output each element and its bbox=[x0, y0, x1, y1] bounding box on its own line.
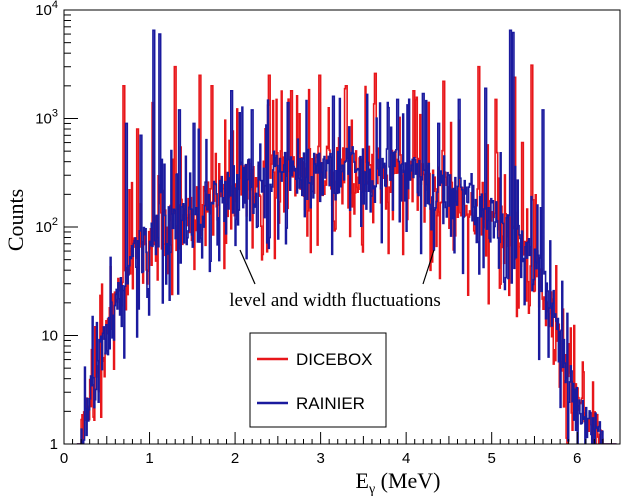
annotation-text: level and width fluctuations bbox=[229, 290, 441, 311]
x-tick-label: 5 bbox=[488, 450, 496, 467]
series-dicebox bbox=[76, 64, 617, 444]
series-rainier bbox=[76, 29, 617, 444]
annotation: level and width fluctuations bbox=[229, 249, 441, 311]
x-tick-label: 3 bbox=[316, 450, 324, 467]
y-tick-label: 103 bbox=[35, 108, 58, 128]
legend: DICEBOX RAINIER bbox=[249, 332, 387, 428]
x-tick-label: 2 bbox=[231, 450, 239, 467]
x-axis: 0 1 2 3 4 5 6 bbox=[60, 432, 621, 467]
x-axis-label: Eγ (MeV) bbox=[355, 468, 440, 497]
y-axis: 1 10 102 103 104 bbox=[35, 0, 78, 453]
legend-label-dicebox: DICEBOX bbox=[296, 350, 373, 369]
y-tick-label: 104 bbox=[35, 0, 58, 19]
y-axis-label: Counts bbox=[3, 189, 28, 251]
x-tick-label: 0 bbox=[60, 450, 68, 467]
y-tick-label: 10 bbox=[41, 328, 58, 345]
annotation-arrow-right bbox=[422, 249, 435, 285]
legend-label-rainier: RAINIER bbox=[296, 394, 365, 413]
x-tick-label: 1 bbox=[145, 450, 153, 467]
series-layer bbox=[76, 29, 617, 444]
y-tick-label: 102 bbox=[35, 216, 58, 236]
x-tick-label: 4 bbox=[402, 450, 410, 467]
legend-box bbox=[249, 332, 387, 428]
y-tick-label: 1 bbox=[50, 436, 58, 453]
annotation-arrow-left bbox=[239, 249, 256, 285]
x-tick-label: 6 bbox=[573, 450, 581, 467]
